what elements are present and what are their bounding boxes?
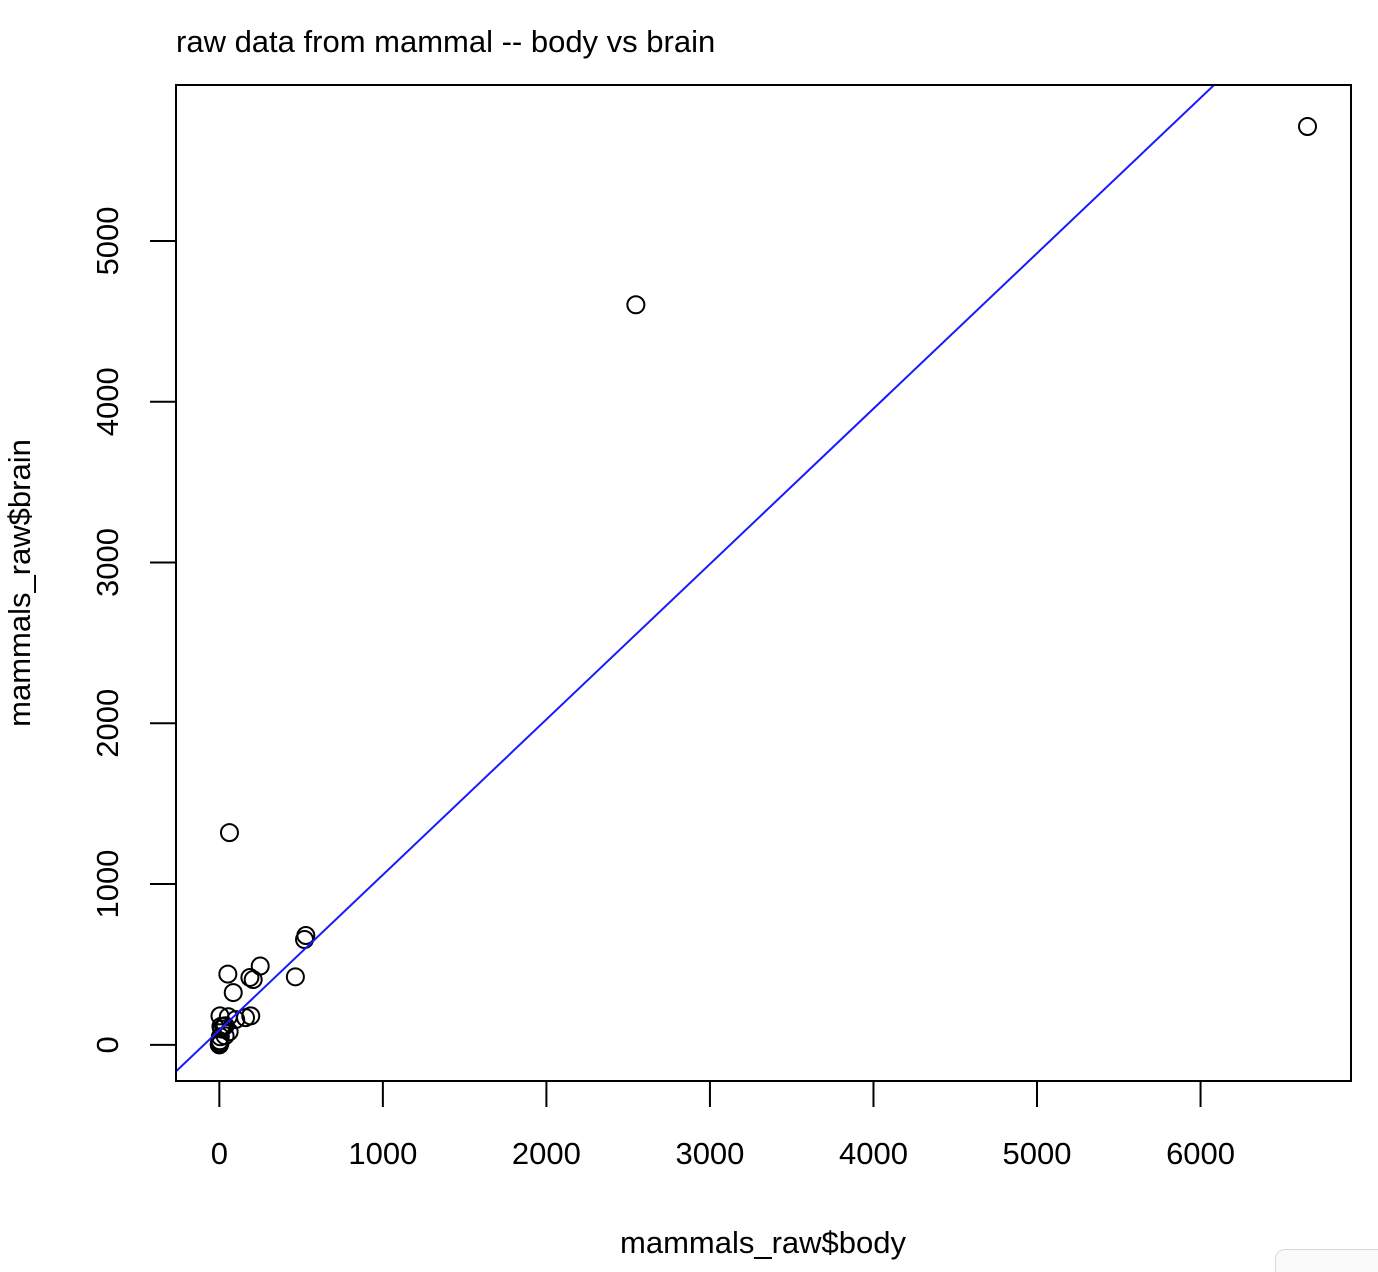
x-tick-label: 4000: [839, 1136, 908, 1171]
y-tick-label: 5000: [90, 206, 125, 275]
x-tick-label: 6000: [1166, 1136, 1235, 1171]
data-point: [219, 823, 239, 843]
corner-widget: [1275, 1249, 1378, 1272]
y-tick-label: 0: [90, 1036, 125, 1053]
y-axis: 0 1000 2000 3000 4000 5000: [90, 206, 177, 1053]
x-tick-label: 5000: [1003, 1136, 1072, 1171]
y-axis-label: mammals_raw$brain: [2, 439, 37, 727]
plot-frame: [175, 84, 1352, 1082]
x-axis-label: mammals_raw$body: [620, 1225, 906, 1260]
y-tick-label: 3000: [90, 528, 125, 597]
y-tick-label: 2000: [90, 689, 125, 758]
chart-title: raw data from mammal -- body vs brain: [176, 24, 715, 59]
x-tick-label: 0: [211, 1136, 228, 1171]
y-tick-label: 4000: [90, 367, 125, 436]
data-point: [626, 295, 646, 315]
fit-line: [176, 85, 1216, 1073]
data-point: [209, 1035, 229, 1055]
y-tick-label: 1000: [90, 850, 125, 919]
x-axis: 0 1000 2000 3000 4000 5000 6000: [211, 1080, 1235, 1171]
data-point: [240, 967, 260, 987]
data-point: [210, 1006, 230, 1026]
data-point: [218, 964, 238, 984]
data-point: [1297, 116, 1317, 136]
x-tick-label: 2000: [512, 1136, 581, 1171]
data-points: [209, 116, 1317, 1055]
data-point: [296, 925, 316, 945]
data-point: [243, 970, 263, 990]
data-point: [223, 983, 243, 1003]
x-tick-label: 1000: [348, 1136, 417, 1171]
data-point: [285, 967, 305, 987]
x-tick-label: 3000: [675, 1136, 744, 1171]
